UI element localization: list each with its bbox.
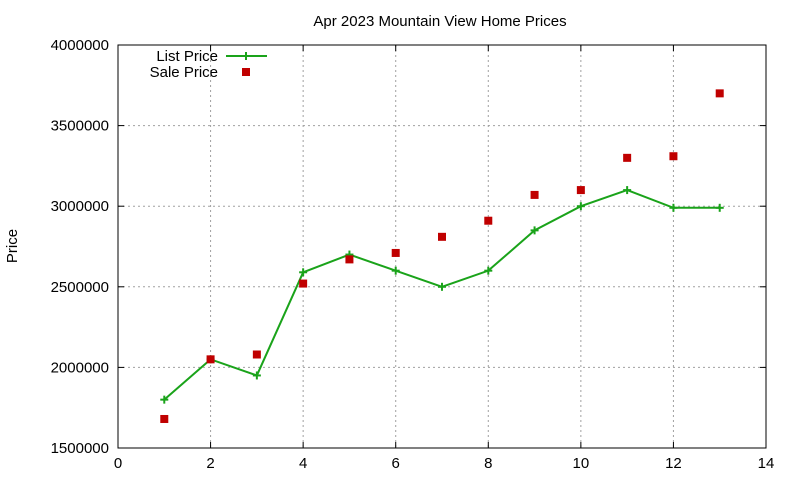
axes <box>117 44 767 449</box>
x-tick-label: 4 <box>299 455 307 472</box>
list-price-point <box>160 395 169 404</box>
sale-price-point <box>576 186 585 195</box>
x-tick-label: 14 <box>758 455 775 472</box>
list-price-line <box>163 189 720 401</box>
x-tick-label: 6 <box>392 455 400 472</box>
sale-price-point <box>299 279 308 288</box>
list-price-point <box>252 371 261 380</box>
legend-label: List Price <box>156 48 218 65</box>
legend-square-marker <box>242 68 250 76</box>
x-tick-label: 12 <box>665 455 682 472</box>
legend-label: Sale Price <box>150 64 218 81</box>
sale-price-point <box>669 152 678 161</box>
y-tick-label: 2000000 <box>51 359 109 376</box>
list-price-point <box>299 268 308 277</box>
sale-price-point <box>438 232 446 241</box>
y-tick-label: 3500000 <box>51 118 109 135</box>
x-tick-label: 10 <box>573 455 590 472</box>
list-price-point <box>391 266 400 275</box>
y-tick-label: 4000000 <box>51 37 109 54</box>
list-price-point <box>438 282 446 291</box>
x-tick-label: 2 <box>206 455 214 472</box>
list-price-point <box>669 203 678 212</box>
series-list-price <box>160 186 724 404</box>
grid-lines <box>118 45 766 448</box>
sale-price-point <box>160 414 169 423</box>
sale-price-point <box>206 355 215 364</box>
y-axis-label: Price <box>4 229 21 263</box>
tick-labels: 0 2 4 6 8 10 12 14 1500000 2000000 2500000 3000000 3… <box>51 37 775 472</box>
chart-title: Apr 2023 Mountain View Home Prices <box>313 13 566 30</box>
x-tick-label: 8 <box>484 455 492 472</box>
sale-price-point <box>484 216 493 225</box>
list-price-point <box>484 266 493 275</box>
legend-plus-marker <box>242 52 250 60</box>
sale-price-point <box>623 153 632 162</box>
series-sale-price <box>160 89 724 423</box>
y-tick-label: 3000000 <box>51 198 109 215</box>
sale-price-point <box>345 255 354 264</box>
list-price-point <box>530 226 539 235</box>
y-tick-label: 1500000 <box>51 440 109 457</box>
sale-price-point <box>391 248 400 257</box>
sale-price-point <box>530 190 539 199</box>
y-tick-label: 2500000 <box>51 279 109 296</box>
list-price-point <box>623 186 632 195</box>
plot-frame <box>117 44 767 449</box>
series-layer <box>160 89 724 423</box>
x-tick-label: 0 <box>114 455 122 472</box>
sale-price-point <box>252 350 261 359</box>
list-price-point <box>576 202 585 211</box>
list-price-point <box>715 203 724 212</box>
sale-price-point <box>715 89 724 98</box>
